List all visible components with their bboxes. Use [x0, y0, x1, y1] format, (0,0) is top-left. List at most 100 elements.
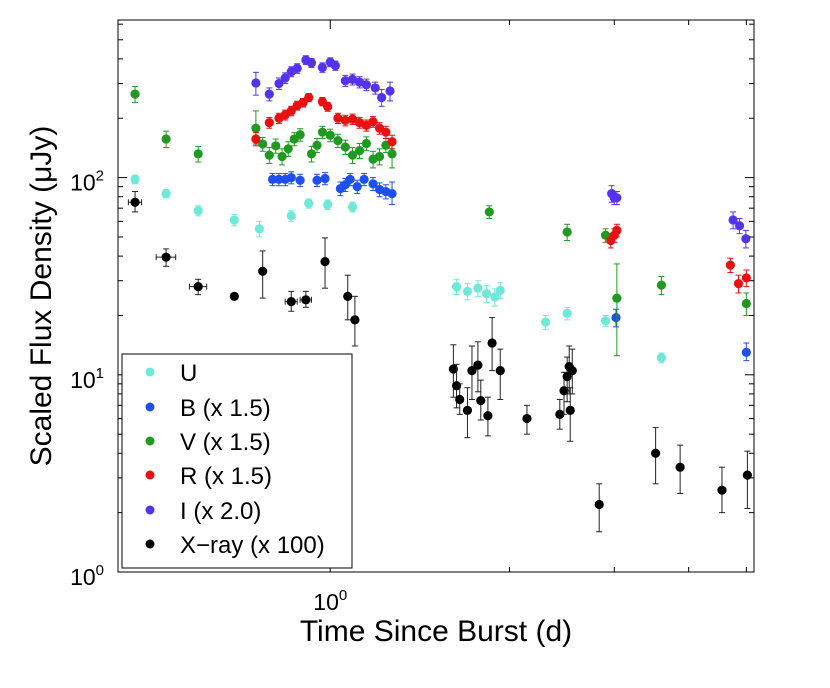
data-point-x-ray-x-100 [467, 366, 477, 376]
data-point-b-x-1-5 [368, 179, 378, 189]
data-point-v-x-1-5 [612, 293, 622, 303]
data-point-u [462, 286, 473, 296]
data-point-u [562, 308, 572, 318]
data-point-r-x-1-5 [304, 92, 314, 103]
data-point-r-x-1-5 [741, 273, 751, 283]
data-point-v-x-1-5 [325, 130, 335, 140]
data-point-r-x-1-5 [725, 260, 735, 270]
data-point-v-x-1-5 [130, 89, 140, 99]
data-point-i-x-2-0 [274, 78, 284, 89]
data-point-r-x-1-5 [733, 279, 744, 289]
data-point-x-ray-x-100 [559, 386, 569, 396]
data-point-r-x-1-5 [323, 102, 333, 112]
data-point-v-x-1-5 [283, 144, 293, 154]
data-point-x-ray-x-100 [229, 291, 239, 301]
data-point-u [656, 353, 667, 363]
data-point-x-ray-x-100 [258, 266, 268, 276]
data-point-r-x-1-5 [381, 127, 391, 137]
data-point-i-x-2-0 [728, 215, 738, 225]
data-point-i-x-2-0 [280, 73, 290, 83]
data-point-b-x-1-5 [320, 173, 330, 184]
y-axis-title: Scaled Flux Density (μJy) [25, 126, 58, 467]
data-point-i-x-2-0 [734, 221, 745, 231]
data-point-x-ray-x-100 [476, 395, 486, 406]
data-point-v-x-1-5 [354, 146, 365, 156]
data-point-b-x-1-5 [295, 175, 305, 185]
data-point-i-x-2-0 [385, 86, 395, 96]
data-point-u [481, 289, 492, 299]
data-point-i-x-2-0 [292, 63, 302, 74]
data-point-v-x-1-5 [306, 149, 317, 159]
data-point-x-ray-x-100 [130, 197, 140, 207]
data-point-b-x-1-5 [267, 174, 278, 184]
data-point-b-x-1-5 [741, 347, 751, 357]
data-point-v-x-1-5 [333, 136, 343, 146]
data-point-i-x-2-0 [377, 92, 387, 103]
data-point-i-x-2-0 [741, 234, 751, 244]
data-point-i-x-2-0 [251, 78, 261, 88]
data-point-x-ray-x-100 [343, 291, 353, 301]
data-point-v-x-1-5 [387, 149, 397, 159]
legend-box [121, 353, 353, 569]
series-x-ray-x-100 [127, 191, 752, 533]
data-point-x-ray-x-100 [161, 252, 171, 262]
data-point-b-x-1-5 [359, 174, 369, 184]
legend-label-b: B (x 1.5) [180, 395, 271, 422]
data-point-x-ray-x-100 [462, 405, 473, 415]
data-point-v-x-1-5 [741, 298, 751, 309]
data-point-i-x-2-0 [264, 89, 274, 99]
data-point-r-x-1-5 [387, 137, 397, 147]
data-point-x-ray-x-100 [487, 338, 497, 348]
data-marks [127, 55, 752, 533]
data-point-u [600, 316, 611, 326]
data-point-r-x-1-5 [264, 118, 274, 128]
data-point-i-x-2-0 [340, 76, 350, 86]
legend: U B (x 1.5) V (x 1.5) R (x 1.5) I (x 2.0… [121, 353, 353, 569]
data-point-b-x-1-5 [352, 182, 362, 192]
data-point-v-x-1-5 [251, 123, 261, 133]
data-point-x-ray-x-100 [675, 462, 685, 472]
data-point-u [304, 198, 314, 209]
data-point-x-ray-x-100 [522, 413, 532, 424]
series-b-x-1-5 [267, 171, 751, 362]
series-r-x-1-5 [251, 92, 751, 294]
legend-marker-v [145, 436, 155, 446]
data-point-r-x-1-5 [251, 134, 261, 144]
data-point-v-x-1-5 [271, 141, 281, 151]
data-point-r-x-1-5 [368, 117, 378, 127]
data-point-x-ray-x-100 [301, 295, 311, 305]
data-point-r-x-1-5 [612, 225, 622, 235]
axis-ticks [118, 20, 754, 573]
data-point-r-x-1-5 [333, 113, 343, 123]
data-point-u [540, 317, 551, 327]
data-point-u [254, 224, 264, 234]
data-point-v-x-1-5 [562, 227, 572, 237]
data-point-i-x-2-0 [370, 83, 380, 93]
legend-marker-xray [145, 539, 155, 549]
data-point-v-x-1-5 [484, 207, 494, 217]
data-point-v-x-1-5 [264, 150, 274, 160]
data-point-i-x-2-0 [306, 58, 317, 68]
data-point-v-x-1-5 [258, 139, 268, 149]
data-point-u [130, 174, 140, 184]
x-axis-title: Time Since Burst (d) [300, 615, 572, 648]
data-point-x-ray-x-100 [483, 411, 493, 421]
data-point-u [490, 292, 500, 302]
data-point-r-x-1-5 [340, 115, 350, 126]
data-point-v-x-1-5 [361, 138, 371, 149]
y-tick-label-100: 102 [70, 168, 104, 196]
data-point-x-ray-x-100 [286, 297, 296, 307]
data-point-x-ray-x-100 [350, 315, 360, 325]
data-point-b-x-1-5 [312, 175, 322, 185]
data-point-v-x-1-5 [374, 151, 385, 162]
data-point-x-ray-x-100 [742, 470, 752, 480]
data-point-b-x-1-5 [286, 173, 296, 183]
data-point-v-x-1-5 [193, 149, 203, 159]
data-point-u [495, 285, 505, 295]
data-point-x-ray-x-100 [565, 405, 575, 415]
data-point-b-x-1-5 [611, 313, 621, 323]
data-point-u [473, 283, 483, 293]
data-point-u [323, 199, 333, 210]
data-point-x-ray-x-100 [448, 364, 458, 374]
